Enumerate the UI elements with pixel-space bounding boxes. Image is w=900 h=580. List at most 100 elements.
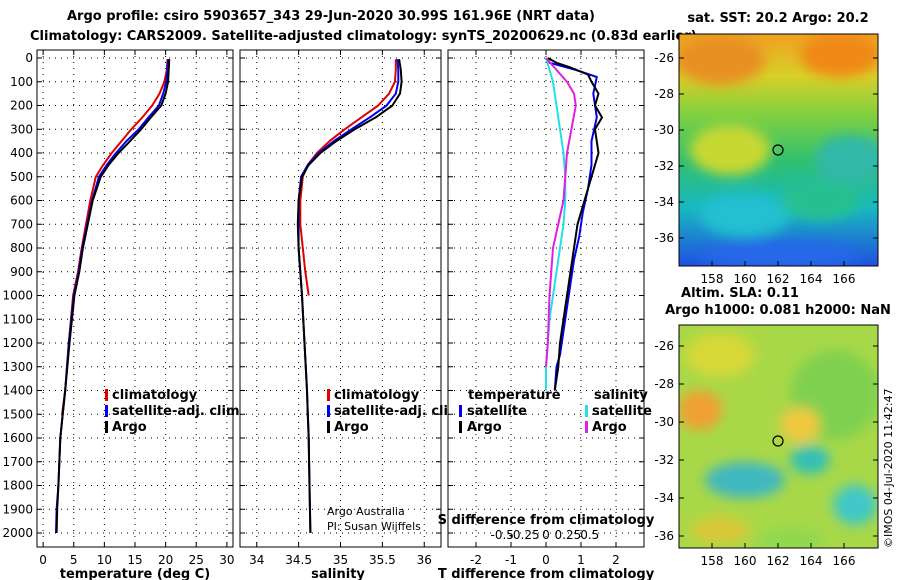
- x2-tick-label: 0: [542, 528, 550, 542]
- x-tick-label: 25: [189, 553, 204, 567]
- credit-line2: PI: Susan Wijffels: [327, 520, 421, 533]
- legend-label-climatology: climatology: [112, 388, 198, 403]
- differences-xlabel2: S difference from climatology: [438, 513, 655, 528]
- x-tick-label: 5: [70, 553, 78, 567]
- map-y-tick-label: -28: [654, 87, 674, 101]
- legend-label-satellite: satellite-adj. clim.: [334, 404, 466, 419]
- map-y-tick-label: -36: [654, 231, 674, 245]
- differences-ticks: -2 -1 0 1 2: [448, 50, 644, 567]
- series-line-argo: [296, 59, 403, 534]
- x-tick-label: 20: [158, 553, 173, 567]
- temperature-panel: 0 5 10 15 20 25 30 temperature (deg C) climato…: [36, 49, 244, 580]
- legend-swatch-argo: [105, 421, 108, 433]
- depth-tick-label: 400: [10, 146, 33, 160]
- depth-tick-label: 1300: [2, 360, 33, 374]
- temperature-series: [55, 59, 171, 534]
- low-patch: [705, 462, 785, 498]
- map-x-tick-label: 160: [734, 554, 757, 568]
- x-tick-label: -1: [505, 553, 517, 567]
- differences-legend: temperature salinity satellite Argo sate…: [459, 388, 652, 435]
- sla-map-title: Altim. SLA: 0.11: [681, 286, 799, 301]
- differences-plot-frame: [447, 49, 645, 548]
- sst-map-image: [679, 34, 878, 266]
- map-y-tick-label: -34: [654, 195, 674, 209]
- header-line1: Argo profile: csiro 5903657_343 29-Jun-2…: [67, 9, 595, 24]
- low-patch: [790, 446, 830, 474]
- high-patch: [780, 407, 820, 443]
- legend-label-argo: Argo: [112, 420, 147, 435]
- x-tick-label: 1: [577, 553, 585, 567]
- imos-stamp: ©IMOS 04-Jul-2020 11:42:47: [882, 388, 895, 548]
- x-tick-label: 15: [127, 553, 142, 567]
- legend-header-salinity: salinity: [594, 388, 648, 403]
- header-line2: Climatology: CARS2009. Satellite-adjuste…: [30, 29, 697, 44]
- high-patch: [690, 516, 750, 544]
- depth-tick-label: 900: [10, 265, 33, 279]
- depth-tick-label: 1100: [2, 312, 33, 326]
- legend-label-s-argo: Argo: [592, 420, 627, 435]
- sla-map-image: [679, 325, 878, 548]
- sla-map: Altim. SLA: 0.11 Argo h1000: 0.081 h2000…: [654, 286, 890, 568]
- high-patch: [679, 390, 722, 430]
- depth-tick-label: 1800: [2, 479, 33, 493]
- x-tick-label: 0: [39, 553, 47, 567]
- sla-y-ticks: -26 -28 -30 -32 -34 -36: [654, 339, 878, 543]
- map-x-tick-label: 166: [833, 554, 856, 568]
- map-y-tick-label: -36: [654, 529, 674, 543]
- map-x-tick-label: 158: [701, 272, 724, 286]
- x-tick-label: 34: [249, 553, 264, 567]
- map-x-tick-label: 164: [800, 272, 823, 286]
- sst-y-ticks: -26 -28 -30 -32 -34 -36: [654, 51, 878, 245]
- differences-xlabel: T difference from climatology: [438, 567, 655, 580]
- series-line-climatology: [299, 59, 397, 296]
- temperature-grid: [37, 50, 233, 547]
- legend-swatch-argo: [327, 421, 330, 433]
- legend-header-temperature: temperature: [468, 388, 561, 403]
- x-tick-label: 10: [97, 553, 112, 567]
- sst-map: sat. SST: 20.2 Argo: 20.2 -26 -28 -30 -32 -3…: [654, 11, 879, 286]
- differences-panel: -2 -1 0 1 2 -0.5-0.25 0 0.250.5 T difference f…: [438, 49, 655, 580]
- legend-swatch-satellite: [327, 405, 330, 417]
- map-x-tick-label: 164: [800, 554, 823, 568]
- sst-map-title: sat. SST: 20.2 Argo: 20.2: [687, 11, 868, 26]
- series-line-argo: [55, 59, 171, 534]
- float-marker: [772, 144, 784, 156]
- depth-tick-label: 200: [10, 99, 33, 113]
- x2-tick-label: 0.25: [555, 528, 582, 542]
- depth-tick-label: 1600: [2, 431, 33, 445]
- temperature-legend: climatology satellite-adj. clim. Argo: [105, 388, 244, 435]
- legend-swatch-t-argo: [459, 421, 462, 433]
- legend-label-argo: Argo: [334, 420, 369, 435]
- salinity-xlabel: salinity: [311, 567, 365, 580]
- map-y-tick-label: -32: [654, 159, 674, 173]
- x-tick-label: 30: [219, 553, 234, 567]
- map-y-tick-label: -28: [654, 377, 674, 391]
- legend-label-s-satellite: satellite: [592, 404, 652, 419]
- credit-line1: Argo Australia: [327, 505, 405, 518]
- legend-swatch-s-satellite: [585, 405, 588, 417]
- depth-tick-label: 1400: [2, 384, 33, 398]
- depth-tick-label: 1500: [2, 407, 33, 421]
- depth-tick-label: 700: [10, 217, 33, 231]
- depth-tick-label: 500: [10, 170, 33, 184]
- depth-axis-labels: 0 100 200 300 400 500 600 700 800 900 1000 1100 1200…: [2, 51, 33, 540]
- depth-tick-label: 800: [10, 241, 33, 255]
- salinity-panel: 34 34.5 35 35.5 36 salinity climatology sate…: [239, 49, 466, 580]
- cold-patch: [700, 240, 860, 266]
- map-x-tick-label: 162: [767, 554, 790, 568]
- map-x-tick-label: 162: [767, 272, 790, 286]
- legend-label-satellite: satellite-adj. clim.: [112, 404, 244, 419]
- cool-patch: [780, 180, 860, 220]
- map-y-tick-label: -32: [654, 453, 674, 467]
- map-y-tick-label: -30: [654, 123, 674, 137]
- low-patch: [833, 485, 877, 525]
- map-y-tick-label: -30: [654, 415, 674, 429]
- salinity-ticks: 34 34.5 35 35.5 36: [240, 50, 441, 567]
- differences-series: [545, 57, 603, 391]
- salinity-grid: [240, 50, 441, 547]
- sst-x-ticks: 158 160 162 164 166: [701, 261, 855, 286]
- x-tick-label: 34.5: [285, 553, 312, 567]
- x-tick-label: -2: [470, 553, 482, 567]
- legend-swatch-satellite: [105, 405, 108, 417]
